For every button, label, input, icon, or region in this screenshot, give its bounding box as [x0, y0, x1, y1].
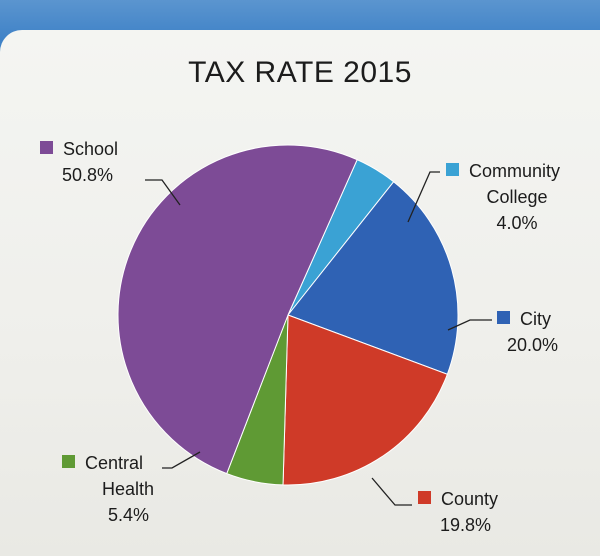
- label-central-health-value: 5.4%: [108, 505, 150, 525]
- label-county-name: County: [441, 489, 499, 509]
- leader-city: [447, 319, 492, 331]
- label-community-college-line1: Community: [469, 161, 561, 181]
- label-school: School 50.8%: [40, 136, 118, 188]
- leader-community-college: [407, 171, 440, 223]
- slice-school: [117, 144, 358, 475]
- leader-school: [145, 179, 181, 206]
- label-community-college-value: 4.0%: [496, 213, 538, 233]
- label-city: City 20.0%: [497, 306, 558, 358]
- swatch-school: [40, 141, 53, 154]
- leader-county: [371, 477, 412, 506]
- swatch-community-college: [446, 163, 459, 176]
- label-central-health-line1: Central: [85, 453, 144, 473]
- chart-title: TAX RATE 2015: [188, 56, 412, 89]
- slice-county: [282, 314, 448, 486]
- swatch-city: [497, 311, 510, 324]
- slice-city: [287, 181, 459, 375]
- leader-central-health: [162, 451, 201, 469]
- label-central-health: Central Health 5.4%: [62, 450, 154, 528]
- label-city-value: 20.0%: [507, 335, 559, 355]
- label-county-value: 19.8%: [440, 515, 492, 535]
- swatch-central-health: [62, 455, 75, 468]
- label-school-value: 50.8%: [62, 165, 114, 185]
- label-county: County 19.8%: [418, 486, 498, 538]
- label-school-name: School: [63, 139, 119, 159]
- label-central-health-line2: Health: [102, 479, 155, 499]
- label-city-name: City: [520, 309, 551, 329]
- label-community-college-line2: College: [486, 187, 548, 207]
- swatch-county: [418, 491, 431, 504]
- label-community-college: Community College 4.0%: [446, 158, 572, 236]
